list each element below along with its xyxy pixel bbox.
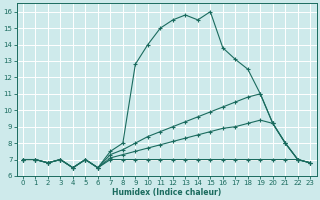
X-axis label: Humidex (Indice chaleur): Humidex (Indice chaleur) [112,188,221,197]
